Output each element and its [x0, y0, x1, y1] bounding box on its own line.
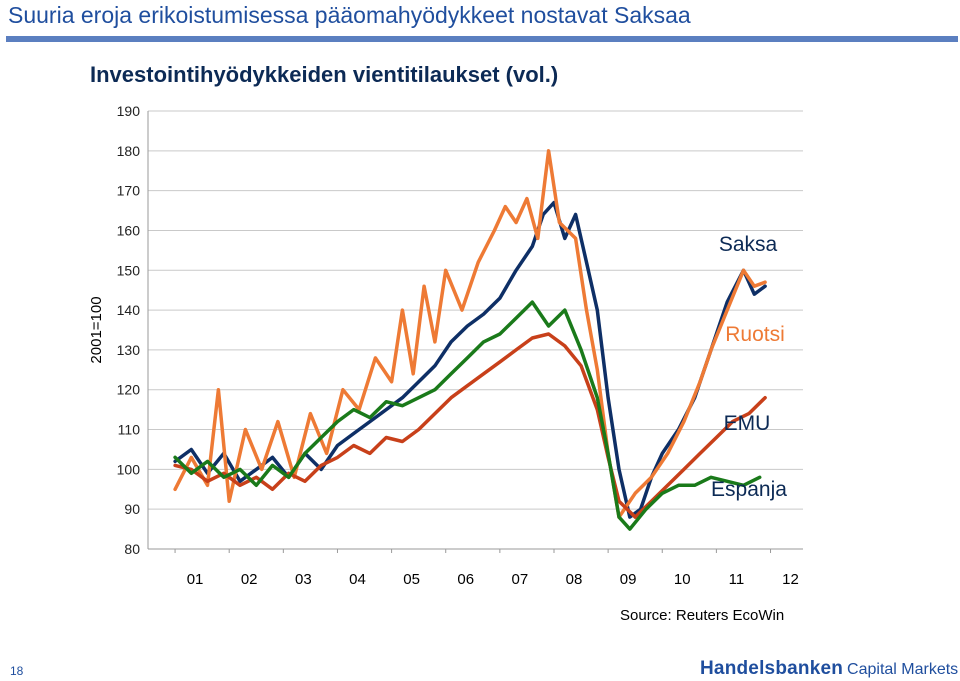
series-labels: Saksa Ruotsi EMU Espanja [711, 233, 787, 501]
page-number: 18 [10, 664, 24, 678]
x-tick-label: 10 [674, 571, 691, 588]
y-tick-label: 90 [124, 501, 140, 517]
plot-frame [147, 111, 803, 550]
x-tick-label: 03 [295, 571, 312, 588]
y-tick-label: 140 [117, 302, 141, 318]
chart-series [173, 149, 767, 531]
x-tick-label: 01 [187, 571, 204, 588]
y-tick-label: 110 [118, 422, 141, 438]
handelsbanken-logo: Handelsbanken Capital Markets [700, 658, 958, 680]
slide-title: Suuria eroja erikoistumisessa pääomahyöd… [8, 2, 691, 28]
x-axis-ticks: 01 02 03 04 05 06 07 08 09 10 11 12 [174, 549, 799, 588]
series-label-ruotsi: Ruotsi [725, 323, 785, 346]
x-tick-label: 09 [620, 571, 637, 588]
series-line-ruotsi [173, 149, 767, 519]
y-tick-label: 100 [117, 461, 141, 477]
x-tick-label: 02 [241, 571, 258, 588]
y-tick-label: 170 [117, 183, 141, 199]
y-tick-label: 120 [117, 382, 141, 398]
y-tick-label: 180 [117, 143, 141, 159]
y-tick-label: 150 [117, 262, 141, 278]
y-tick-label: 160 [117, 222, 141, 238]
chart-title: Investointihyödykkeiden vientitilaukset … [90, 62, 559, 87]
logo-brand: Handelsbanken [700, 658, 844, 679]
x-tick-label: 06 [457, 571, 474, 588]
y-tick-label: 130 [117, 342, 141, 358]
x-tick-label: 04 [349, 571, 366, 588]
y-tick-label: 80 [124, 541, 140, 557]
series-label-espanja: Espanja [711, 478, 787, 501]
series-line-emu [173, 332, 767, 519]
title-divider [6, 36, 958, 42]
series-line-espanja [173, 300, 762, 531]
y-tick-label: 190 [117, 103, 141, 119]
series-label-saksa: Saksa [719, 233, 778, 256]
series-line-saksa [173, 200, 767, 519]
x-tick-label: 05 [403, 571, 420, 588]
x-tick-label: 07 [512, 571, 529, 588]
source-note: Source: Reuters EcoWin [620, 607, 785, 624]
y-axis-label: 2001=100 [88, 296, 105, 363]
x-tick-label: 08 [566, 571, 583, 588]
series-label-emu: EMU [724, 412, 771, 435]
x-tick-label: 12 [782, 571, 799, 588]
y-axis-ticks: 80 90 100 110 120 130 140 150 160 170 180 190 [117, 103, 141, 557]
logo-subtitle: Capital Markets [847, 661, 959, 678]
x-tick-label: 11 [729, 571, 745, 588]
